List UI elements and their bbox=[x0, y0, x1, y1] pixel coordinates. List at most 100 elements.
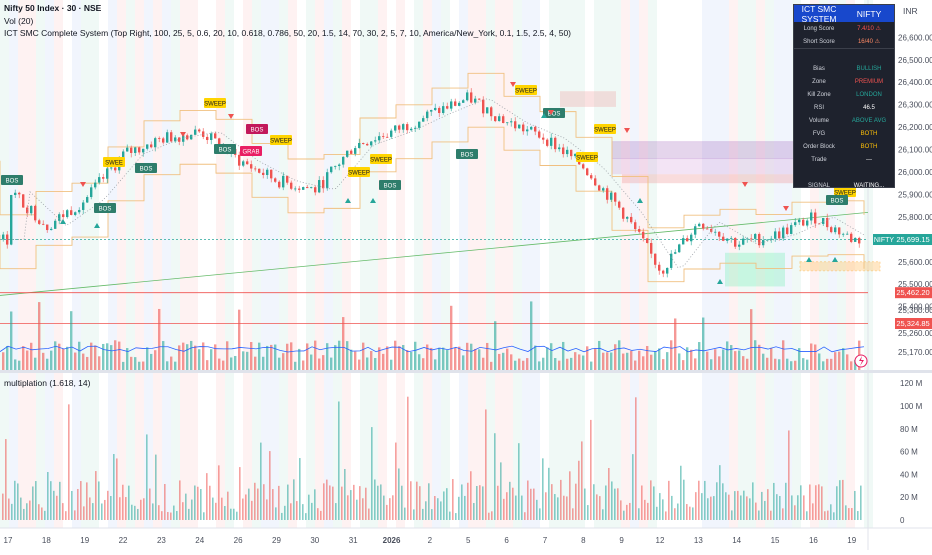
multiplation-bar bbox=[65, 511, 67, 520]
candle-body bbox=[314, 187, 317, 193]
volume-bar bbox=[350, 349, 353, 370]
volume-bar bbox=[98, 356, 101, 370]
multiplation-bar bbox=[290, 503, 292, 520]
volume-bar bbox=[154, 350, 157, 370]
candle-body bbox=[430, 110, 433, 112]
volume-bar bbox=[358, 359, 361, 370]
candle-body bbox=[10, 194, 13, 245]
candle-body bbox=[670, 253, 673, 268]
time-tick: 2 bbox=[428, 536, 433, 545]
bos-label-text: BOS bbox=[251, 128, 264, 134]
session-stripe bbox=[828, 0, 837, 528]
multiplation-bar bbox=[329, 485, 331, 520]
volume-bar bbox=[46, 358, 49, 370]
bos-label-text: BOS bbox=[219, 148, 232, 154]
volume-bar bbox=[610, 352, 613, 370]
multiplation-bar bbox=[839, 480, 841, 520]
multiplation-bars bbox=[2, 396, 862, 520]
multiplation-bar bbox=[443, 491, 445, 520]
volume-bar bbox=[42, 352, 45, 370]
candle-body bbox=[210, 133, 213, 140]
session-stripe bbox=[198, 0, 207, 528]
multiplation-bar bbox=[284, 505, 286, 520]
symbol-legend[interactable]: Nifty 50 Index · 30 · NSE bbox=[4, 3, 102, 13]
time-tick: 30 bbox=[310, 536, 319, 545]
session-stripe bbox=[108, 0, 117, 528]
candle-body bbox=[494, 116, 497, 122]
multiplation-bar bbox=[524, 512, 526, 520]
multiplation-bar bbox=[230, 508, 232, 520]
candle-body bbox=[718, 231, 721, 237]
candle-body bbox=[550, 137, 553, 146]
volume-bar bbox=[54, 341, 57, 370]
volume-bar bbox=[94, 345, 97, 370]
multiplation-bar bbox=[677, 503, 679, 520]
multiplation-bar bbox=[593, 484, 595, 520]
multiplation-bar bbox=[413, 509, 415, 520]
multiplation-bar bbox=[461, 484, 463, 520]
volume-bar bbox=[250, 341, 253, 370]
candle-body bbox=[394, 125, 397, 131]
multiplation-bar bbox=[833, 512, 835, 520]
session-stripe bbox=[162, 0, 171, 528]
multiplation-bar bbox=[530, 488, 532, 520]
sweep-label: SWEEP bbox=[204, 98, 226, 108]
candle-body bbox=[850, 233, 853, 242]
volume-bar bbox=[322, 355, 325, 370]
volume-legend[interactable]: Vol (20) bbox=[4, 16, 34, 26]
multiplation-bar bbox=[617, 488, 619, 520]
volume-bar bbox=[22, 346, 25, 370]
candle-body bbox=[122, 151, 125, 158]
multiplation-bar bbox=[287, 484, 289, 520]
multiplation-legend[interactable]: multiplation (1.618, 14) bbox=[4, 378, 91, 388]
candle-body bbox=[298, 188, 301, 190]
price-tick: 26,600.00 bbox=[898, 33, 932, 42]
sweep-label-box bbox=[576, 152, 598, 162]
volume-bar bbox=[218, 358, 221, 370]
multiplation-bar bbox=[407, 396, 409, 520]
volume-bar bbox=[730, 345, 733, 370]
price-tag-value: 25,462.20 bbox=[896, 288, 929, 297]
candle-body bbox=[858, 237, 861, 244]
multiplation-bar bbox=[308, 494, 310, 520]
volume-bar bbox=[382, 353, 385, 370]
session-stripe bbox=[135, 0, 144, 528]
candle-body bbox=[722, 236, 725, 241]
multiplation-bar bbox=[548, 467, 550, 520]
multiplation-bar bbox=[107, 490, 109, 520]
price-tick: 26,500.00 bbox=[898, 56, 932, 65]
session-stripe bbox=[747, 0, 756, 528]
multiplation-bar bbox=[386, 504, 388, 520]
multiplation-bar bbox=[689, 506, 691, 520]
multiplation-bar bbox=[662, 499, 664, 520]
multiplation-bar bbox=[479, 485, 481, 520]
smc-row: Short Score 16/40 ⚠ bbox=[794, 35, 894, 48]
candle-body bbox=[686, 238, 689, 242]
multiplation-bar bbox=[5, 439, 7, 520]
candle-body bbox=[750, 238, 753, 240]
fvg-zone bbox=[560, 91, 616, 107]
candle-body bbox=[766, 239, 769, 241]
candle-body bbox=[774, 231, 777, 239]
multiplation-bar bbox=[233, 508, 235, 520]
sweep-label-box bbox=[270, 135, 292, 145]
smc-row-value: 7.4/10 ⚠ bbox=[857, 26, 881, 32]
volume-bar bbox=[802, 358, 805, 370]
multiplation-bar bbox=[299, 458, 301, 520]
bos-label: BOS bbox=[94, 203, 116, 213]
multiplation-bar bbox=[635, 397, 637, 520]
multiplation-bar bbox=[710, 496, 712, 520]
multiplation-bar bbox=[266, 499, 268, 520]
bos-label: BOS bbox=[456, 149, 478, 159]
candle-body bbox=[626, 216, 629, 219]
multiplation-bar bbox=[671, 495, 673, 520]
bos-label-text: BOS bbox=[831, 199, 844, 205]
volume-bar bbox=[430, 347, 433, 370]
volume-bar bbox=[746, 358, 749, 370]
volume-bar bbox=[606, 352, 609, 370]
time-tick: 6 bbox=[504, 536, 509, 545]
multiplation-bar bbox=[497, 485, 499, 520]
session-stripe bbox=[432, 0, 441, 528]
ict-legend[interactable]: ICT SMC Complete System (Top Right, 100,… bbox=[4, 28, 571, 38]
